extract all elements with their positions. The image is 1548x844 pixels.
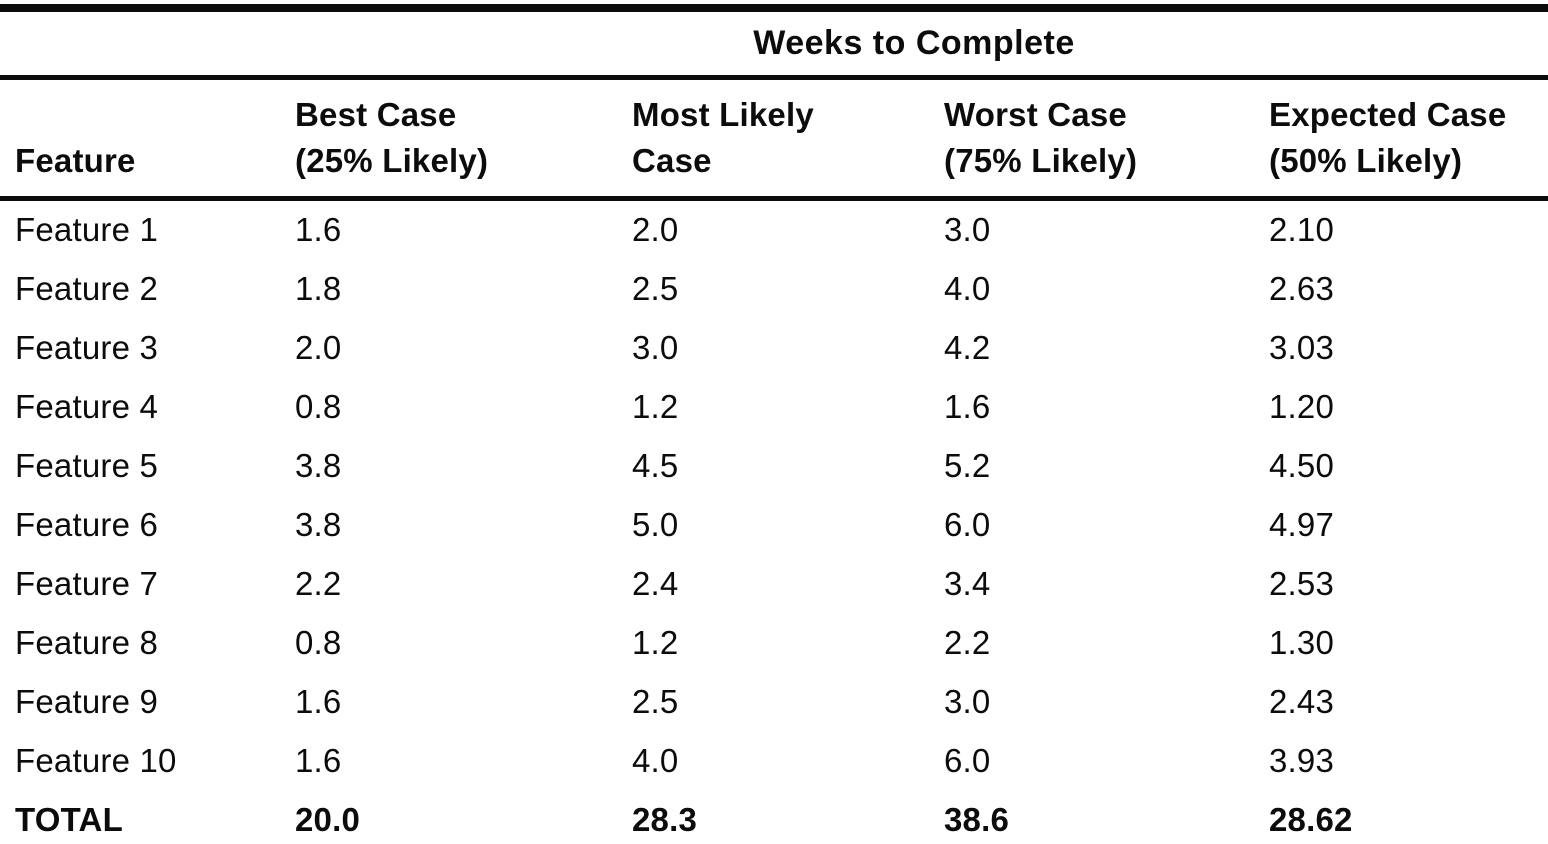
value-cell: 0.8 — [295, 387, 342, 425]
value-cell: 2.2 — [295, 564, 342, 602]
value-cell: 2.63 — [1269, 269, 1335, 307]
value-cell: 4.2 — [944, 328, 991, 366]
total-value-cell: 28.62 — [1269, 801, 1353, 838]
feature-cell: Feature 8 — [15, 623, 159, 661]
value-cell: 2.0 — [295, 328, 342, 366]
value-cell: 4.50 — [1269, 446, 1335, 484]
table-title: Weeks to Complete — [280, 8, 1548, 80]
value-cell: 6.0 — [944, 505, 991, 543]
value-cell: 2.43 — [1269, 682, 1335, 720]
value-cell: 3.8 — [295, 505, 342, 543]
column-header-label: Best Case — [295, 96, 457, 133]
value-cell: 4.0 — [944, 269, 991, 307]
column-header-best-case: Best Case (25% Likely) — [280, 77, 617, 201]
table-row: Feature 8 0.8 1.2 2.2 1.30 — [0, 614, 1548, 673]
value-cell: 2.5 — [632, 682, 679, 720]
value-cell: 1.6 — [295, 682, 342, 720]
column-header-label: Most Likely — [632, 96, 814, 133]
table-total-row: TOTAL 20.0 28.3 38.6 28.62 — [0, 791, 1548, 844]
column-header-most-likely-case: Most Likely Case — [617, 77, 929, 201]
feature-cell: Feature 2 — [15, 269, 159, 307]
value-cell: 3.8 — [295, 446, 342, 484]
column-header-label: Case — [632, 142, 712, 179]
value-cell: 2.2 — [944, 623, 991, 661]
value-cell: 1.2 — [632, 387, 679, 425]
feature-cell: Feature 5 — [15, 446, 159, 484]
table-row: Feature 1 1.6 2.0 3.0 2.10 — [0, 199, 1548, 261]
value-cell: 4.97 — [1269, 505, 1335, 543]
table-row: Feature 2 1.8 2.5 4.0 2.63 — [0, 260, 1548, 319]
column-header-worst-case: Worst Case (75% Likely) — [929, 77, 1254, 201]
estimation-table: Weeks to Complete Feature Best Case (25%… — [0, 4, 1548, 844]
value-cell: 1.30 — [1269, 623, 1335, 661]
column-header-feature: Feature — [0, 77, 280, 201]
empty-corner-cell — [0, 8, 280, 80]
column-header-row: Feature Best Case (25% Likely) Most Like… — [0, 77, 1548, 201]
value-cell: 5.0 — [632, 505, 679, 543]
value-cell: 1.20 — [1269, 387, 1335, 425]
feature-cell: Feature 7 — [15, 564, 159, 602]
value-cell: 1.2 — [632, 623, 679, 661]
value-cell: 1.8 — [295, 269, 342, 307]
table-row: Feature 6 3.8 5.0 6.0 4.97 — [0, 496, 1548, 555]
feature-cell: Feature 4 — [15, 387, 159, 425]
total-label-cell: TOTAL — [15, 801, 123, 838]
column-header-label: Expected Case — [1269, 96, 1507, 133]
total-value-cell: 28.3 — [632, 801, 698, 838]
feature-cell: Feature 9 — [15, 682, 159, 720]
feature-cell: Feature 6 — [15, 505, 159, 543]
table-row: Feature 9 1.6 2.5 3.0 2.43 — [0, 673, 1548, 732]
table-body: Feature 1 1.6 2.0 3.0 2.10 Feature 2 1.8… — [0, 199, 1548, 792]
total-value-cell: 20.0 — [295, 801, 361, 838]
value-cell: 2.10 — [1269, 210, 1335, 248]
feature-cell: Feature 10 — [15, 741, 177, 779]
value-cell: 3.0 — [632, 328, 679, 366]
value-cell: 1.6 — [295, 741, 342, 779]
column-header-label: Worst Case — [944, 96, 1127, 133]
value-cell: 5.2 — [944, 446, 991, 484]
value-cell: 2.4 — [632, 564, 679, 602]
value-cell: 2.53 — [1269, 564, 1335, 602]
feature-cell: Feature 1 — [15, 210, 159, 248]
table-row: Feature 7 2.2 2.4 3.4 2.53 — [0, 555, 1548, 614]
value-cell: 3.03 — [1269, 328, 1335, 366]
value-cell: 2.5 — [632, 269, 679, 307]
value-cell: 0.8 — [295, 623, 342, 661]
value-cell: 1.6 — [944, 387, 991, 425]
feature-cell: Feature 3 — [15, 328, 159, 366]
column-header-label: Feature — [15, 142, 136, 179]
value-cell: 3.93 — [1269, 741, 1335, 779]
value-cell: 4.5 — [632, 446, 679, 484]
value-cell: 2.0 — [632, 210, 679, 248]
value-cell: 3.0 — [944, 210, 991, 248]
table-row: Feature 4 0.8 1.2 1.6 1.20 — [0, 378, 1548, 437]
spanning-header-row: Weeks to Complete — [0, 8, 1548, 80]
value-cell: 3.0 — [944, 682, 991, 720]
column-header-label: (75% Likely) — [944, 142, 1138, 179]
table-row: Feature 3 2.0 3.0 4.2 3.03 — [0, 319, 1548, 378]
value-cell: 4.0 — [632, 741, 679, 779]
table-row: Feature 5 3.8 4.5 5.2 4.50 — [0, 437, 1548, 496]
column-header-label: (50% Likely) — [1269, 142, 1463, 179]
value-cell: 1.6 — [295, 210, 342, 248]
column-header-expected-case: Expected Case (50% Likely) — [1254, 77, 1548, 201]
table-row: Feature 10 1.6 4.0 6.0 3.93 — [0, 732, 1548, 791]
value-cell: 3.4 — [944, 564, 991, 602]
total-value-cell: 38.6 — [944, 801, 1010, 838]
column-header-label: (25% Likely) — [295, 142, 489, 179]
value-cell: 6.0 — [944, 741, 991, 779]
